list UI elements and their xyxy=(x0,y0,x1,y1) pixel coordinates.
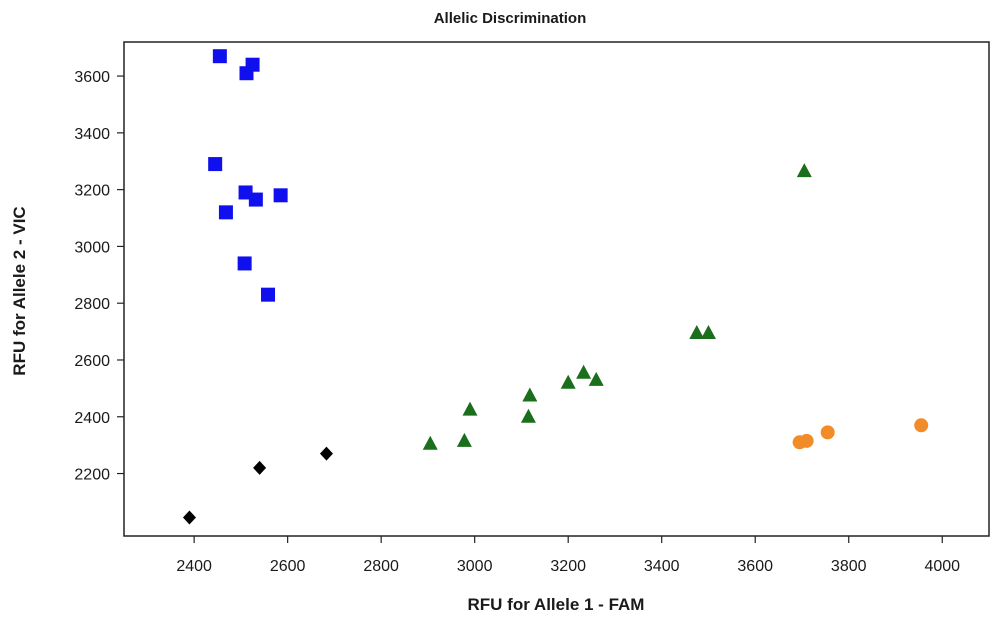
y-tick-label: 3000 xyxy=(74,239,110,256)
diamond-data-point xyxy=(183,511,196,525)
triangle-data-point xyxy=(463,402,478,416)
square-data-point xyxy=(213,49,227,63)
circle-data-point xyxy=(914,418,928,432)
y-tick-label: 3600 xyxy=(74,69,110,86)
y-tick-label: 2400 xyxy=(74,410,110,427)
y-tick-label: 2200 xyxy=(74,467,110,484)
square-data-point xyxy=(208,157,222,171)
triangle-data-point xyxy=(457,433,472,447)
y-tick-label: 3200 xyxy=(74,183,110,200)
x-tick-label: 2600 xyxy=(270,558,306,575)
square-data-point xyxy=(240,66,254,80)
x-tick-label: 3000 xyxy=(457,558,493,575)
data-points xyxy=(183,49,928,524)
square-data-point xyxy=(261,288,275,302)
y-tick-label: 3400 xyxy=(74,126,110,143)
x-axis-label: RFU for Allele 1 - FAM xyxy=(468,595,645,614)
triangle-data-point xyxy=(561,375,576,389)
triangle-data-point xyxy=(689,325,704,339)
x-tick-label: 3800 xyxy=(831,558,867,575)
triangle-data-point xyxy=(576,365,591,379)
square-data-point xyxy=(274,188,288,202)
y-axis: 2200 2400 2600 2800 3000 3200 3400 3600 xyxy=(74,69,124,483)
triangle-data-point xyxy=(522,387,537,401)
y-tick-label: 2600 xyxy=(74,353,110,370)
plot-area xyxy=(124,42,989,536)
x-tick-label: 2400 xyxy=(176,558,212,575)
circle-data-point xyxy=(800,434,814,448)
x-tick-label: 3200 xyxy=(550,558,586,575)
triangle-data-point xyxy=(423,436,438,450)
diamond-data-point xyxy=(253,461,266,475)
x-tick-label: 3400 xyxy=(644,558,680,575)
triangle-data-point xyxy=(701,325,716,339)
x-tick-label: 3600 xyxy=(737,558,773,575)
triangle-data-point xyxy=(589,372,604,386)
y-axis-label: RFU for Allele 2 - VIC xyxy=(10,206,29,375)
diamond-data-point xyxy=(320,447,333,461)
triangle-data-point xyxy=(797,163,812,177)
chart-title: Allelic Discrimination xyxy=(434,10,587,27)
x-tick-label: 2800 xyxy=(363,558,399,575)
y-tick-label: 2800 xyxy=(74,296,110,313)
square-data-point xyxy=(219,205,233,219)
square-data-point xyxy=(238,256,252,270)
square-data-point xyxy=(249,193,263,207)
x-axis: 2400 2600 2800 3000 3200 3400 3600 3800 4000 xyxy=(176,536,960,575)
triangle-data-point xyxy=(521,409,536,423)
circle-data-point xyxy=(821,425,835,439)
x-tick-label: 4000 xyxy=(924,558,960,575)
